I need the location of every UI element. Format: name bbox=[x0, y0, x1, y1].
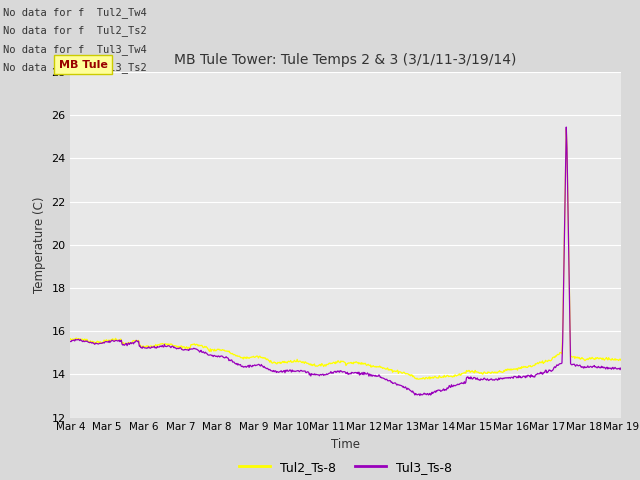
Title: MB Tule Tower: Tule Temps 2 & 3 (3/1/11-3/19/14): MB Tule Tower: Tule Temps 2 & 3 (3/1/11-… bbox=[175, 53, 516, 67]
Text: MB Tule: MB Tule bbox=[59, 60, 108, 70]
Text: No data for f  Tul3_Tw4: No data for f Tul3_Tw4 bbox=[3, 44, 147, 55]
Line: Tul3_Ts-8: Tul3_Ts-8 bbox=[70, 127, 621, 396]
Text: No data for f  Tul2_Tw4: No data for f Tul2_Tw4 bbox=[3, 7, 147, 18]
Tul2_Ts-8 bbox=[617, 357, 625, 363]
Tul2_Ts-8 bbox=[131, 338, 139, 344]
Tul3_Ts-8 bbox=[403, 385, 410, 391]
Tul3_Ts-8 bbox=[617, 365, 625, 371]
Tul3_Ts-8 bbox=[67, 338, 74, 344]
Y-axis label: Temperature (C): Temperature (C) bbox=[33, 196, 45, 293]
Tul2_Ts-8 bbox=[434, 375, 442, 381]
Line: Tul2_Ts-8: Tul2_Ts-8 bbox=[70, 129, 621, 379]
Tul3_Ts-8 bbox=[280, 368, 288, 373]
Tul2_Ts-8 bbox=[67, 336, 74, 342]
Tul3_Ts-8 bbox=[260, 364, 268, 370]
Tul2_Ts-8 bbox=[403, 371, 410, 376]
Legend: Tul2_Ts-8, Tul3_Ts-8: Tul2_Ts-8, Tul3_Ts-8 bbox=[234, 456, 457, 479]
Tul3_Ts-8 bbox=[434, 387, 442, 393]
Tul3_Ts-8 bbox=[131, 339, 139, 345]
Tul2_Ts-8 bbox=[260, 355, 268, 360]
Text: No data for f  Tul3_Ts2: No data for f Tul3_Ts2 bbox=[3, 62, 147, 73]
Tul2_Ts-8 bbox=[280, 359, 288, 364]
Text: No data for f  Tul2_Ts2: No data for f Tul2_Ts2 bbox=[3, 25, 147, 36]
X-axis label: Time: Time bbox=[331, 438, 360, 451]
Tul2_Ts-8 bbox=[415, 376, 422, 382]
Tul3_Ts-8 bbox=[416, 393, 424, 398]
Tul3_Ts-8 bbox=[232, 361, 240, 367]
Tul2_Ts-8 bbox=[563, 126, 570, 132]
Tul3_Ts-8 bbox=[563, 124, 570, 130]
Tul2_Ts-8 bbox=[232, 353, 240, 359]
